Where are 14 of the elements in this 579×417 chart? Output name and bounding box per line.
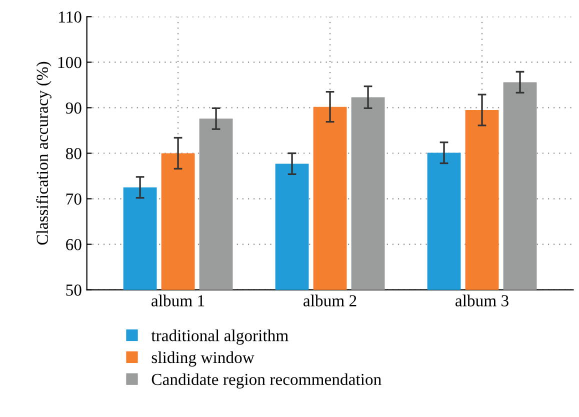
y-tick-label: 50 — [66, 284, 82, 296]
y-tick-label: 100 — [58, 56, 82, 68]
x-tick-label: album 1 — [152, 294, 204, 306]
x-tick-label: album 3 — [456, 294, 508, 306]
y-tick-label: 110 — [59, 11, 82, 23]
y-tick-label: 80 — [66, 148, 82, 160]
y-tick-label: 60 — [66, 238, 82, 250]
x-tick-label: album 2 — [304, 294, 356, 306]
y-axis-title: Classification accuracy (%) — [36, 62, 52, 245]
y-tick-label: 70 — [66, 193, 82, 205]
legend-label: Candidate region recommendation — [152, 373, 382, 389]
y-tick-label: 90 — [66, 102, 82, 114]
legend-label: traditional algorithm — [151, 330, 288, 345]
legend-label: sliding window — [152, 351, 254, 367]
